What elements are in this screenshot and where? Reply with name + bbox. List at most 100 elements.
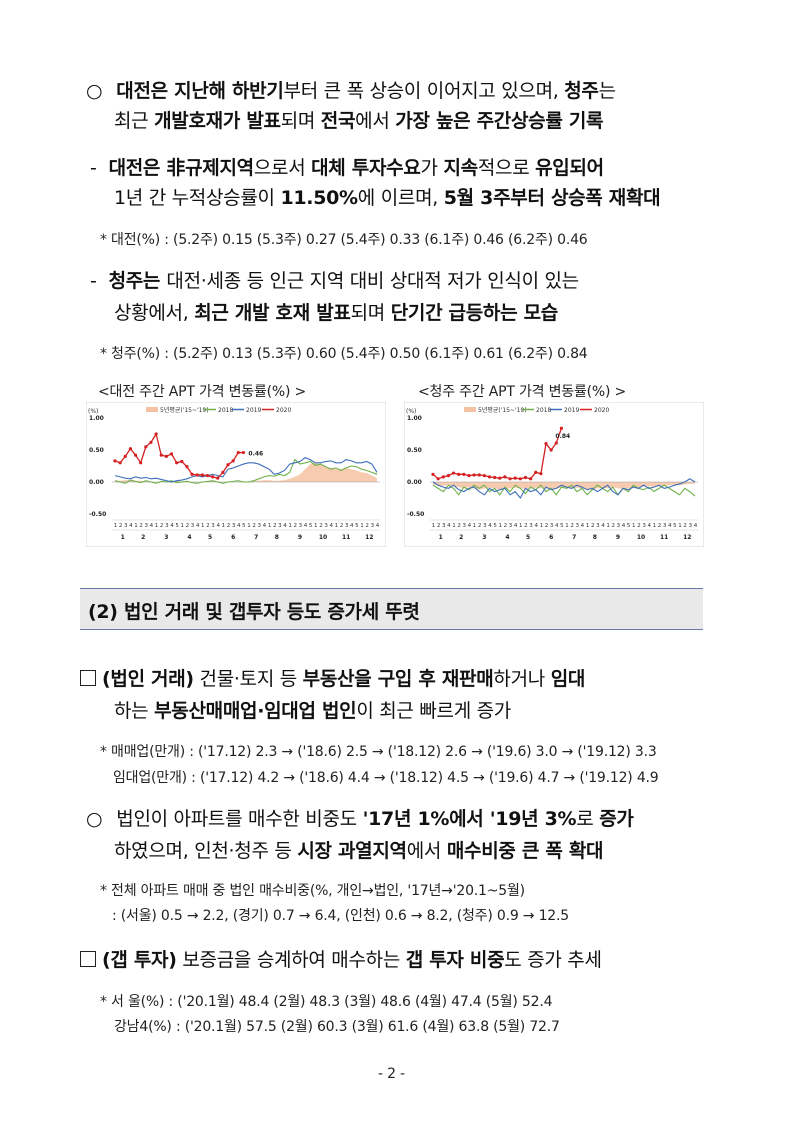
week-tick-label: 1 [565, 523, 569, 529]
week-tick-label: 1 [519, 523, 523, 529]
legend-label: 2018 [536, 407, 551, 414]
week-tick-label: 1 [498, 523, 502, 529]
series-point [441, 475, 445, 479]
corporate-note1: * 매매업(만개) : ('17.12) 2.3 → ('18.6) 2.5 →… [100, 744, 657, 760]
cheongju-price-chart: (%) 5년평균('15~'19) 2018 2019 2020 1.00 0.50 0.00… [404, 402, 704, 547]
series-point [226, 463, 230, 467]
series-point [133, 453, 138, 457]
week-tick-label: 1 [653, 523, 657, 529]
bold-text: 부동산을 구입 후 재판매 [302, 668, 494, 690]
week-tick-label: 4 [376, 523, 380, 529]
corporate-share-line2: 하였으며, 인천·청주 등 시장 과열지역에서 매수비중 큰 폭 확대 [114, 836, 604, 863]
series-point [431, 472, 435, 476]
week-tick-label: 4 [555, 523, 559, 529]
week-tick-label: 3 [165, 523, 169, 529]
week-tick-label: 3 [663, 523, 667, 529]
legend-label: 2019 [246, 407, 261, 414]
bold-text: 최근 개발 호재 발표 [194, 302, 351, 324]
week-tick-label: 3 [232, 523, 236, 529]
y-tick-label: 1.00 [89, 415, 104, 422]
week-tick-label: 2 [294, 523, 298, 529]
chart-title-cheongju: <청주 주간 APT 가격 변동률(%) > [418, 384, 627, 400]
daejeon-note: * 대전(%) : (5.2주) 0.15 (5.3주) 0.27 (5.4주)… [100, 232, 588, 248]
week-tick-label: 1 [335, 523, 339, 529]
series-point [498, 476, 502, 480]
bold-text: 개발호재가 발표 [154, 110, 281, 132]
text: 부터 큰 폭 상승이 이어지고 있으며, [283, 80, 565, 102]
week-tick-label: 2 [504, 523, 508, 529]
text: 에서 [355, 110, 396, 132]
week-tick-label: 2 [612, 523, 616, 529]
series-line-2019 [114, 457, 378, 483]
series-point [154, 432, 158, 436]
week-tick-label: 2 [119, 523, 123, 529]
daejeon-detail-line2: 1년 간 누적상승률이 11.50%에 이르며, 5월 3주부터 상승폭 재확대 [114, 183, 661, 210]
month-tick-label: 2 [141, 534, 145, 541]
legend-label: 2018 [218, 407, 233, 414]
week-tick-label: 4 [488, 523, 492, 529]
text: 로 [576, 808, 600, 830]
unit-label: (%) [88, 408, 98, 415]
week-tick-label: 2 [139, 523, 143, 529]
week-tick-label: 4 [150, 523, 154, 529]
section-title: (2) 법인 거래 및 갭투자 등도 증가세 뚜렷 [88, 601, 420, 623]
text: 1년 간 누적상승률이 [114, 187, 281, 209]
month-tick-label: 2 [459, 534, 463, 541]
rich-text: 하는 부동산매매업·임대업 법인이 최근 빠르게 증가 [114, 700, 511, 722]
month-tick-label: 1 [121, 534, 125, 541]
week-tick-label: 1 [452, 523, 456, 529]
series-point [462, 472, 466, 476]
week-tick-label: 2 [437, 523, 441, 529]
week-tick-label: 4 [196, 523, 200, 529]
corporate-line2: 하는 부동산매매업·임대업 법인이 최근 빠르게 증가 [114, 696, 511, 723]
legend-swatch [464, 407, 476, 412]
text: 되며 [350, 302, 391, 324]
week-tick-label: 4 [170, 523, 174, 529]
week-tick-label: 4 [534, 523, 538, 529]
rich-text: 대전은 非규제지역으로서 대체 투자수요가 지속적으로 유입되어 [109, 157, 605, 179]
week-tick-label: 1 [360, 523, 364, 529]
text: 으로서 [253, 157, 312, 179]
week-tick-label: 3 [509, 523, 513, 529]
rich-text: 1년 간 누적상승률이 11.50%에 이르며, 5월 3주부터 상승폭 재확대 [114, 187, 661, 209]
series-point [554, 441, 558, 445]
series-point [518, 477, 522, 481]
week-tick-label: 2 [591, 523, 595, 529]
series-point [539, 472, 543, 476]
text: 되며 [280, 110, 321, 132]
week-tick-label: 5 [242, 523, 246, 529]
bullet-circle: ○ [86, 808, 103, 830]
bold-text: (법인 거래) [102, 668, 194, 690]
bold-text: 갭 투자 비중 [405, 949, 505, 971]
legend-label: 2020 [276, 407, 291, 414]
rich-text: 상황에서, 최근 개발 호재 발표되며 단기간 급등하는 모습 [114, 302, 558, 324]
week-tick-label: 1 [540, 523, 544, 529]
cheongju-detail-line1: - 청주는 대전·세종 등 인근 지역 대비 상대적 저가 인식이 있는 [90, 266, 579, 293]
bold-text: 청주는 [108, 270, 167, 292]
month-tick-label: 3 [164, 534, 168, 541]
week-tick-label: 1 [247, 523, 251, 529]
text: 에서 [406, 840, 447, 862]
bold-text: 대체 투자수요 [311, 157, 421, 179]
week-tick-label: 5 [355, 523, 359, 529]
series-point [211, 475, 215, 479]
bullet-circle: ○ [86, 80, 103, 102]
week-tick-label: 3 [124, 523, 128, 529]
series-point [200, 473, 204, 477]
corporate-share-note2: : (서울) 0.5 → 2.2, (경기) 0.7 → 6.4, (인천) 0… [112, 908, 569, 924]
week-tick-label: 3 [463, 523, 467, 529]
series-point [231, 459, 235, 463]
week-tick-label: 1 [134, 523, 138, 529]
daejeon-intro-line1: ○ 대전은 지난해 하반기부터 큰 폭 상승이 이어지고 있으며, 청주는 [86, 76, 616, 103]
week-tick-label: 2 [570, 523, 574, 529]
month-tick-label: 11 [342, 534, 350, 541]
rich-text: 청주는 대전·세종 등 인근 지역 대비 상대적 저가 인식이 있는 [108, 270, 580, 292]
series-point [523, 475, 528, 480]
month-tick-label: 5 [208, 534, 212, 541]
text: 하거나 [493, 668, 551, 690]
bold-text: 청주 [564, 80, 599, 102]
week-tick-label: 3 [211, 523, 215, 529]
week-tick-label: 2 [545, 523, 549, 529]
week-tick-label: 2 [478, 523, 482, 529]
week-tick-label: 3 [324, 523, 328, 529]
